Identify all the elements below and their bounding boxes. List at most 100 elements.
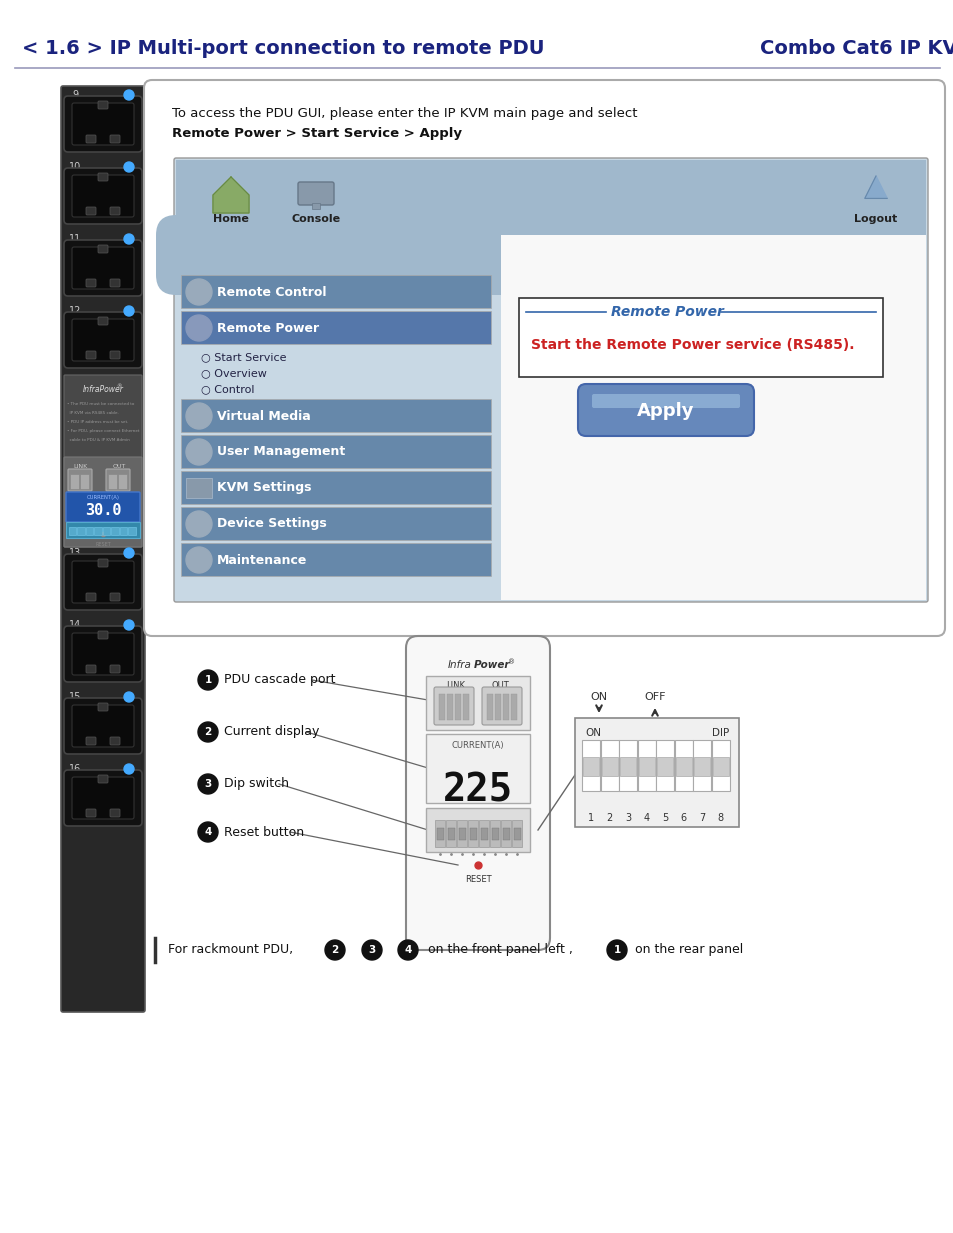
FancyBboxPatch shape xyxy=(468,820,478,847)
FancyBboxPatch shape xyxy=(481,687,521,725)
FancyBboxPatch shape xyxy=(181,399,491,432)
FancyBboxPatch shape xyxy=(98,317,108,326)
FancyBboxPatch shape xyxy=(438,694,445,720)
FancyBboxPatch shape xyxy=(600,740,618,790)
FancyBboxPatch shape xyxy=(71,561,133,603)
FancyBboxPatch shape xyxy=(512,820,522,847)
Text: ®: ® xyxy=(507,658,515,665)
FancyBboxPatch shape xyxy=(500,236,925,600)
FancyBboxPatch shape xyxy=(406,636,550,949)
FancyBboxPatch shape xyxy=(64,457,142,547)
FancyBboxPatch shape xyxy=(64,168,142,224)
FancyBboxPatch shape xyxy=(103,526,111,535)
FancyBboxPatch shape xyxy=(181,311,491,344)
Text: 12: 12 xyxy=(69,306,81,316)
Text: PDU cascade port: PDU cascade port xyxy=(224,673,335,687)
Polygon shape xyxy=(863,176,886,199)
FancyBboxPatch shape xyxy=(110,207,120,215)
FancyBboxPatch shape xyxy=(434,687,474,725)
FancyBboxPatch shape xyxy=(86,351,96,359)
Text: on the front panel left ,: on the front panel left , xyxy=(428,943,572,957)
FancyBboxPatch shape xyxy=(592,395,740,408)
FancyBboxPatch shape xyxy=(98,101,108,109)
Text: 3: 3 xyxy=(624,813,630,822)
FancyBboxPatch shape xyxy=(502,694,509,720)
FancyBboxPatch shape xyxy=(98,245,108,253)
FancyBboxPatch shape xyxy=(469,827,476,841)
FancyBboxPatch shape xyxy=(71,473,79,488)
Text: OFF: OFF xyxy=(643,692,665,702)
Text: 6: 6 xyxy=(679,813,686,822)
Text: RESET: RESET xyxy=(95,541,111,546)
Text: 10: 10 xyxy=(69,162,81,171)
Text: 4: 4 xyxy=(204,827,212,837)
FancyBboxPatch shape xyxy=(619,757,636,776)
FancyBboxPatch shape xyxy=(175,160,925,236)
Circle shape xyxy=(124,547,133,559)
FancyBboxPatch shape xyxy=(711,740,729,790)
Text: Infra: Infra xyxy=(448,660,472,670)
FancyBboxPatch shape xyxy=(80,473,90,488)
Text: CURRENT(A): CURRENT(A) xyxy=(451,741,504,750)
FancyBboxPatch shape xyxy=(98,776,108,783)
FancyBboxPatch shape xyxy=(71,247,133,289)
FancyBboxPatch shape xyxy=(518,298,882,377)
Text: ON: ON xyxy=(584,727,600,739)
FancyBboxPatch shape xyxy=(181,543,491,576)
Circle shape xyxy=(124,306,133,316)
FancyBboxPatch shape xyxy=(64,312,142,367)
FancyBboxPatch shape xyxy=(639,757,655,776)
Text: Logout: Logout xyxy=(854,215,897,224)
FancyBboxPatch shape xyxy=(446,694,453,720)
Circle shape xyxy=(186,510,212,538)
FancyBboxPatch shape xyxy=(435,820,445,847)
FancyBboxPatch shape xyxy=(618,740,637,790)
Text: LINK: LINK xyxy=(446,681,465,690)
FancyBboxPatch shape xyxy=(436,827,444,841)
FancyBboxPatch shape xyxy=(446,820,456,847)
FancyBboxPatch shape xyxy=(447,827,455,841)
FancyBboxPatch shape xyxy=(94,526,102,535)
FancyBboxPatch shape xyxy=(98,559,108,567)
Text: ○ Control: ○ Control xyxy=(201,383,254,395)
FancyBboxPatch shape xyxy=(693,740,711,790)
FancyBboxPatch shape xyxy=(109,473,117,488)
FancyBboxPatch shape xyxy=(86,207,96,215)
FancyBboxPatch shape xyxy=(66,522,140,538)
Circle shape xyxy=(186,403,212,429)
FancyBboxPatch shape xyxy=(110,809,120,817)
FancyBboxPatch shape xyxy=(676,757,691,776)
FancyBboxPatch shape xyxy=(156,215,545,295)
Text: 3: 3 xyxy=(368,944,375,956)
FancyBboxPatch shape xyxy=(501,820,511,847)
FancyBboxPatch shape xyxy=(181,435,491,469)
FancyBboxPatch shape xyxy=(71,175,133,217)
FancyBboxPatch shape xyxy=(110,665,120,673)
FancyBboxPatch shape xyxy=(64,769,142,826)
Text: ®: ® xyxy=(116,385,122,390)
FancyBboxPatch shape xyxy=(491,827,498,841)
Text: < 1.6 > IP Multi-port connection to remote PDU: < 1.6 > IP Multi-port connection to remo… xyxy=(22,38,544,58)
Circle shape xyxy=(124,620,133,630)
FancyBboxPatch shape xyxy=(712,757,728,776)
Text: • For PDU, please connect Ethernet: • For PDU, please connect Ethernet xyxy=(67,429,139,433)
FancyBboxPatch shape xyxy=(110,593,120,600)
FancyBboxPatch shape xyxy=(98,173,108,181)
FancyBboxPatch shape xyxy=(656,740,674,790)
FancyBboxPatch shape xyxy=(486,694,493,720)
FancyBboxPatch shape xyxy=(69,526,76,535)
FancyBboxPatch shape xyxy=(71,777,133,819)
FancyBboxPatch shape xyxy=(675,740,692,790)
Text: Current display: Current display xyxy=(224,725,319,739)
Text: 2: 2 xyxy=(204,727,212,737)
FancyBboxPatch shape xyxy=(638,740,656,790)
Text: Reset button: Reset button xyxy=(224,826,304,838)
FancyBboxPatch shape xyxy=(106,469,130,491)
Text: • The PDU must be connected to: • The PDU must be connected to xyxy=(67,402,134,406)
Text: 14: 14 xyxy=(69,620,81,630)
FancyBboxPatch shape xyxy=(77,526,85,535)
FancyBboxPatch shape xyxy=(86,593,96,600)
Text: 16: 16 xyxy=(69,764,81,774)
Text: Remote Power > Start Service > Apply: Remote Power > Start Service > Apply xyxy=(172,127,461,141)
FancyBboxPatch shape xyxy=(181,275,491,308)
